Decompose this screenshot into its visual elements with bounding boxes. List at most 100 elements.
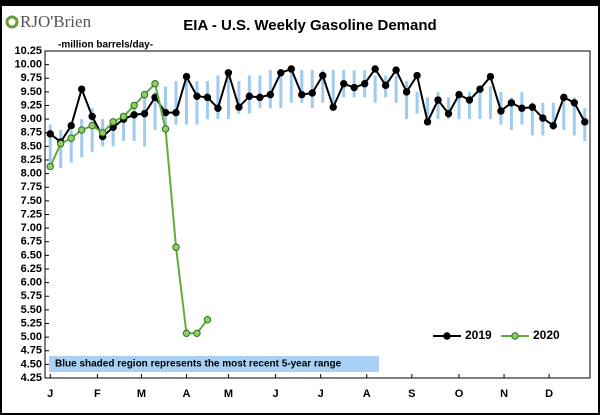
series-point: [319, 71, 327, 80]
range-bar: [457, 91, 461, 120]
series-point: [444, 109, 453, 118]
series-point: [245, 92, 254, 100]
series-point: [203, 93, 212, 102]
series-point: [549, 121, 558, 130]
series-line: [49, 67, 586, 144]
series-point: [465, 96, 474, 104]
series-point: [371, 65, 379, 73]
series-point: [256, 93, 264, 102]
series-point: [581, 118, 589, 126]
series-point: [266, 90, 275, 99]
range-bar: [551, 102, 555, 131]
series-point: [455, 90, 463, 99]
series-point: [413, 71, 421, 80]
y-tick-label: 4.50: [21, 358, 42, 370]
legend-marker: [511, 332, 519, 340]
range-bar: [258, 75, 262, 109]
series-point: [360, 80, 369, 88]
x-tick-label: S: [408, 388, 415, 400]
series-point: [308, 89, 316, 97]
series-point: [172, 243, 180, 251]
range-bar: [226, 75, 230, 120]
range-bar: [195, 80, 199, 125]
x-tick-label: O: [455, 388, 464, 400]
series-point: [507, 99, 516, 107]
series-point: [151, 80, 159, 88]
series-point: [109, 118, 117, 126]
x-tick-label: J: [318, 388, 324, 400]
y-tick-label: 6.25: [21, 263, 42, 275]
series-point: [287, 65, 295, 73]
series-point: [182, 72, 191, 81]
y-tick-label: 8.00: [21, 168, 42, 180]
y-tick-label: 8.75: [21, 127, 42, 139]
series-point: [224, 69, 233, 77]
logo: RJO'Brien: [20, 12, 92, 31]
x-tick-label: N: [500, 388, 508, 400]
range-bar: [153, 91, 157, 131]
range-bar: [405, 80, 409, 120]
range-bar: [394, 75, 398, 103]
y-tick-label: 7.25: [21, 208, 42, 220]
series-point: [46, 130, 54, 138]
y-tick-label: 5.25: [21, 317, 42, 329]
legend-box: [425, 326, 565, 346]
range-bar: [509, 97, 513, 131]
series-point: [560, 93, 568, 102]
range-bar: [352, 70, 356, 98]
annotation: Blue shaded region represents the most r…: [55, 359, 342, 370]
x-tick-label: M: [137, 388, 146, 400]
y-tick-label: 9.25: [21, 99, 42, 111]
range-bar: [436, 91, 440, 120]
range-bar: [300, 70, 304, 103]
series-point: [161, 125, 170, 133]
series-point: [67, 121, 75, 130]
x-tick-label: J: [47, 388, 53, 400]
series-point: [486, 72, 495, 81]
legend-label: 2020: [533, 328, 560, 342]
annotation-box: [49, 356, 379, 372]
series-point: [130, 101, 138, 110]
y-tick-label: 5.00: [21, 331, 42, 343]
range-bar: [488, 86, 492, 120]
series-point: [140, 90, 149, 99]
y-tick-label: 5.75: [21, 290, 42, 302]
series-point: [193, 92, 201, 100]
range-bar: [478, 86, 482, 120]
x-tick-label: F: [94, 388, 101, 400]
range-bar: [80, 119, 84, 158]
range-bar: [164, 86, 168, 131]
series-point: [434, 96, 442, 104]
series-point: [140, 109, 149, 118]
series-point: [172, 108, 180, 117]
range-bar: [59, 130, 63, 169]
range-bar: [530, 102, 534, 136]
logo-mark: [5, 15, 19, 29]
series-point: [57, 139, 65, 148]
series-point: [193, 329, 201, 338]
y-tick-label: 4.75: [21, 345, 42, 357]
range-bar: [467, 91, 471, 120]
series-point: [329, 103, 337, 111]
range-bar: [447, 97, 451, 120]
series-point: [518, 104, 526, 112]
series-point: [98, 129, 107, 137]
range-bar: [268, 70, 272, 109]
range-bar: [321, 70, 325, 103]
x-tick-label: A: [363, 388, 371, 400]
range-bar: [111, 119, 115, 147]
series-line: [49, 81, 209, 335]
y-tick-label: 4.25: [21, 372, 42, 384]
x-tick-label: A: [183, 388, 191, 400]
y-tick-label: 9.00: [21, 113, 42, 125]
y-tick-label: 6.50: [21, 249, 42, 261]
series-point: [528, 103, 537, 111]
series-point: [67, 134, 75, 142]
y-tick-label: 6.75: [21, 236, 42, 248]
y-tick-label: 8.25: [21, 154, 42, 166]
series-point: [235, 103, 243, 111]
x-tick-label: M: [224, 388, 233, 400]
y-tick-label: 6.00: [21, 277, 42, 289]
